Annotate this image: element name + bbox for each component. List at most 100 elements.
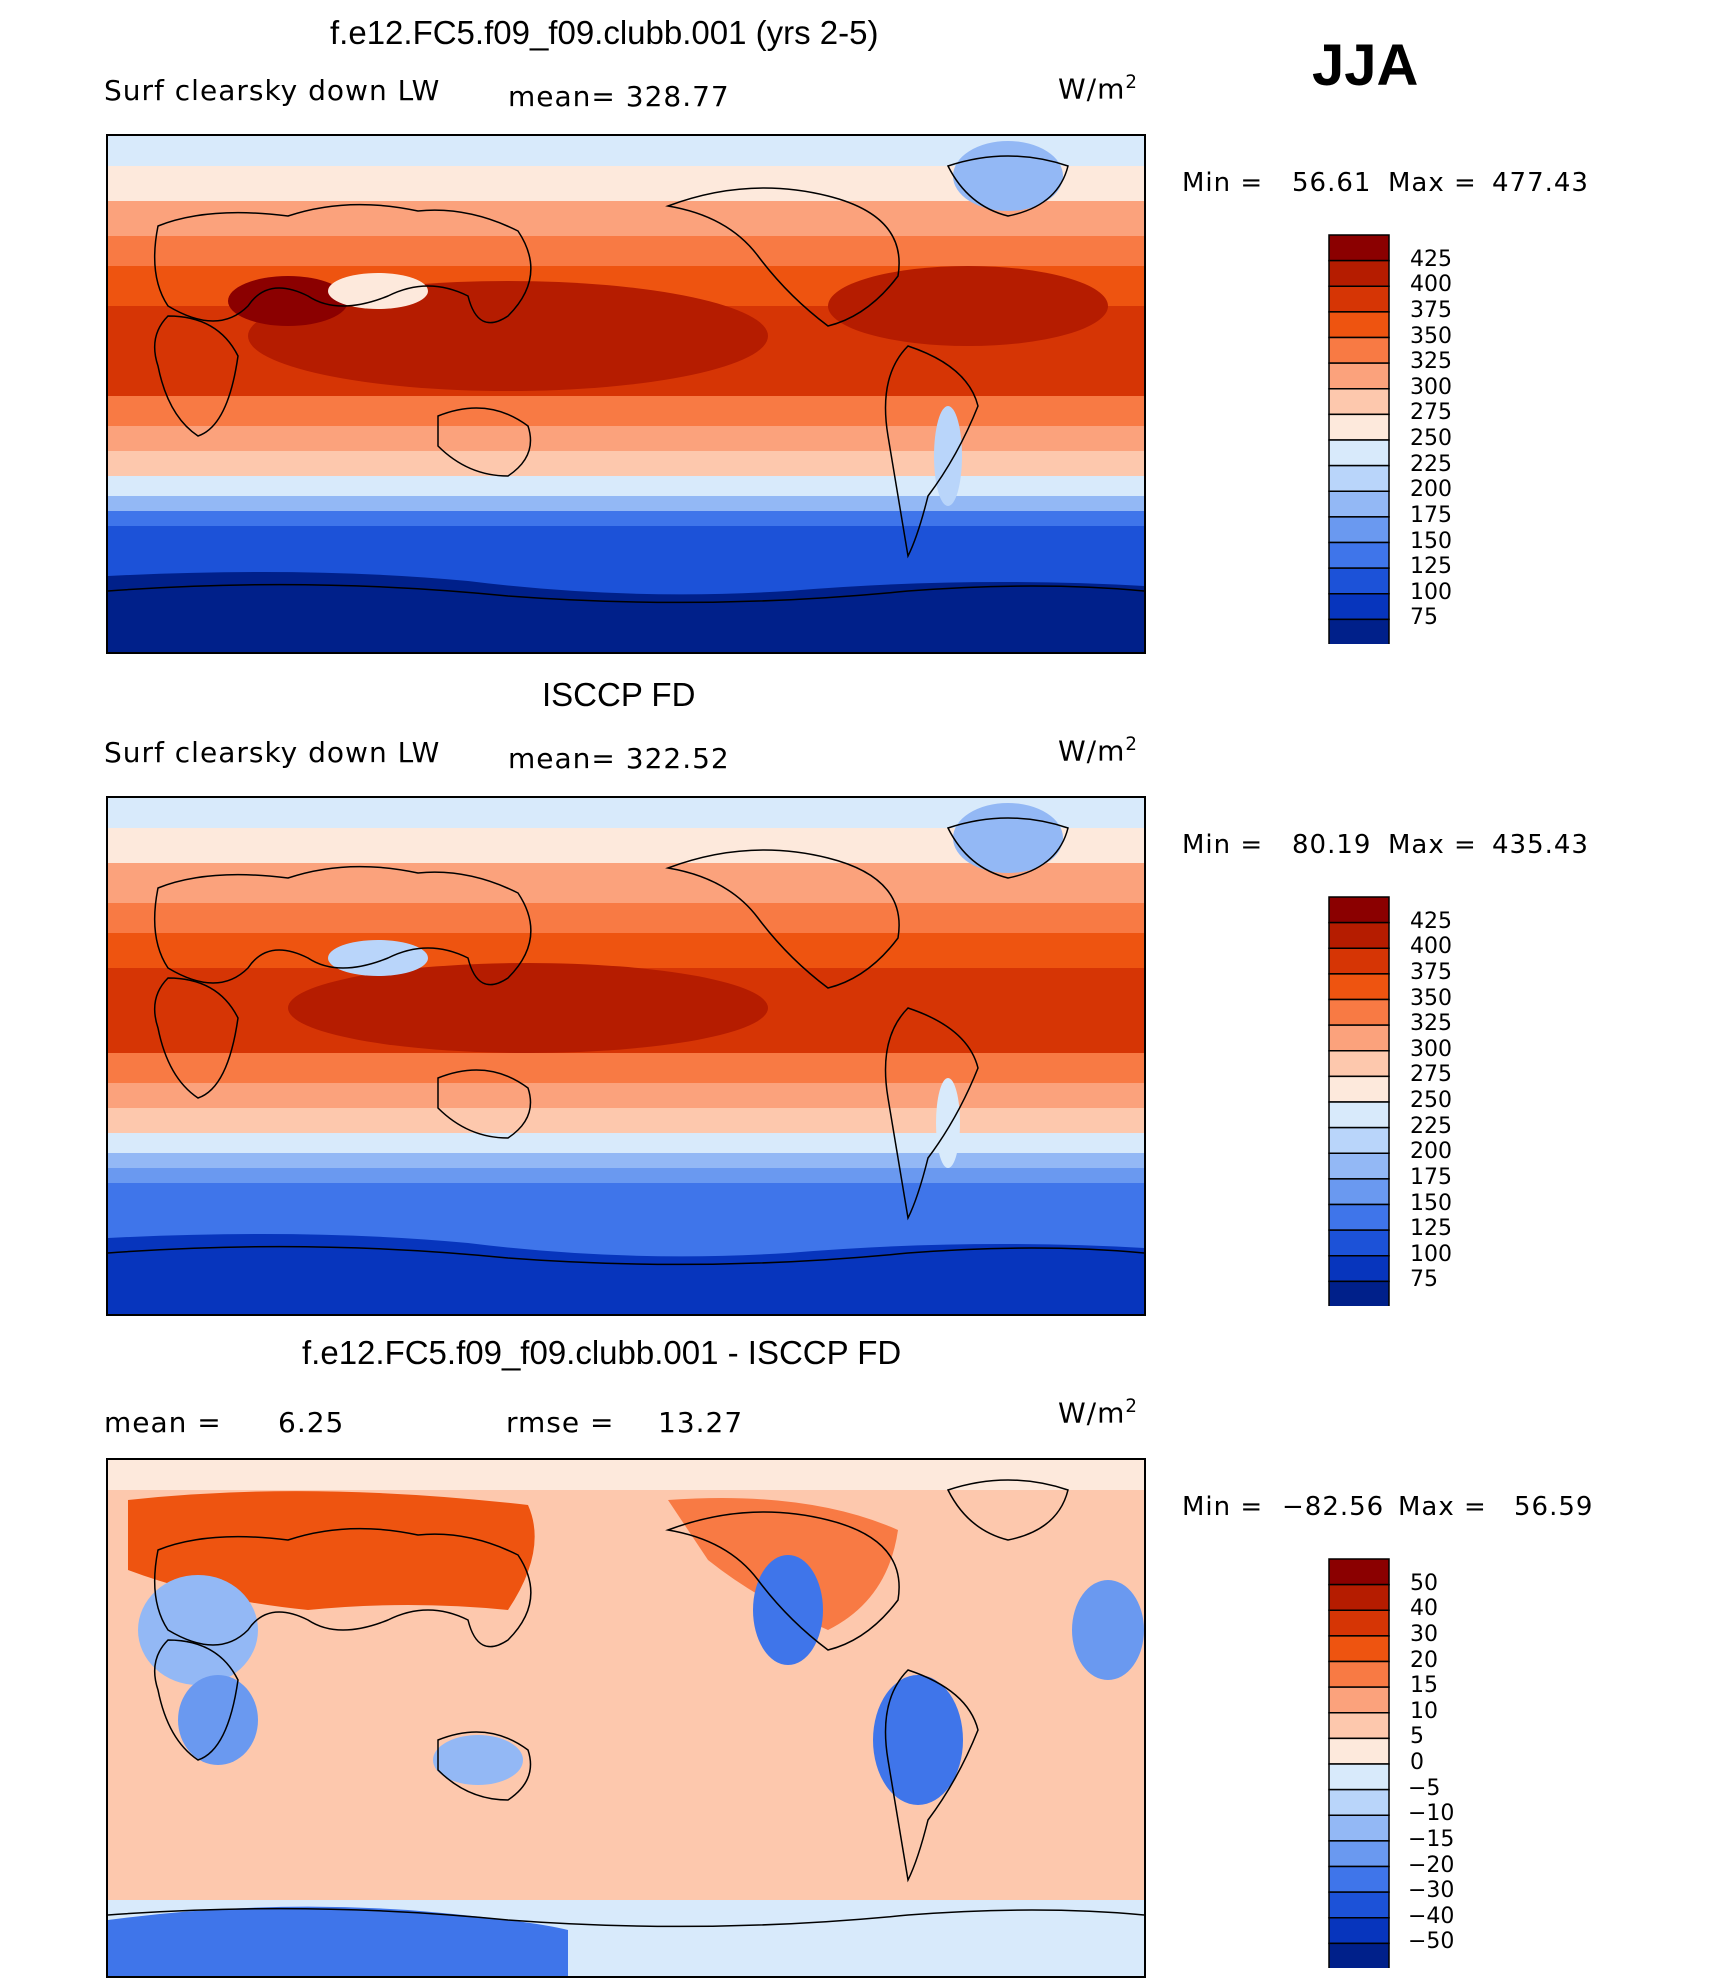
- colorbar-swatch: [1328, 516, 1390, 544]
- colorbar-tick-label: 250: [1410, 426, 1452, 451]
- colorbar-swatch: [1328, 413, 1390, 441]
- panel-1-max-value: 477.43: [1492, 168, 1589, 198]
- coastline: [884, 345, 979, 559]
- colorbar-tick-label: 325: [1410, 1011, 1452, 1037]
- colorbar-tick-label: 125: [1410, 1216, 1452, 1242]
- colorbar-swatch: [1328, 998, 1390, 1026]
- colorbar-tick-label: 225: [1410, 451, 1452, 477]
- colorbar-swatch: [1328, 439, 1390, 467]
- colorbar-swatch: [1328, 1178, 1390, 1206]
- tibet-cool-region: [328, 273, 428, 309]
- panel-1-colorbar: [1328, 234, 1390, 644]
- atlantic-cool-region: [1072, 1580, 1144, 1680]
- coastline: [437, 407, 532, 477]
- map-band: [108, 903, 1144, 933]
- colorbar-tick-label: 400: [1410, 272, 1452, 298]
- colorbar-tick-label: 15: [1410, 1673, 1438, 1699]
- colorbar-swatch: [1328, 1814, 1390, 1842]
- colorbar-tick-label: 0: [1410, 1750, 1424, 1775]
- colorbar-tick-label: 425: [1410, 246, 1452, 272]
- antarctica-region: [108, 572, 1144, 652]
- colorbar-swatch: [1328, 1101, 1390, 1129]
- colorbar-tick-label: 175: [1410, 502, 1452, 528]
- coastline: [884, 1669, 979, 1883]
- colorbar-tick-label: 400: [1410, 934, 1452, 960]
- panel-1-max-label: Max =: [1388, 168, 1477, 198]
- colorbar-tick-label: 100: [1410, 579, 1452, 605]
- colorbar-tick-label: 30: [1410, 1621, 1438, 1647]
- colorbar-tick-label: 350: [1410, 323, 1452, 349]
- panel-2-max-label: Max =: [1388, 830, 1477, 860]
- colorbar-swatch: [1328, 1203, 1390, 1231]
- colorbar-tick-label: 275: [1410, 1062, 1452, 1088]
- panel-2-min-value: 80.19: [1292, 830, 1372, 860]
- panel-3-units: W/m2: [1058, 1396, 1138, 1430]
- panel-1-map: [106, 134, 1146, 654]
- antarctica-region: [108, 1906, 568, 1976]
- panel-2-mean: mean= 322.52: [508, 742, 730, 775]
- colorbar-swatch: [1328, 1788, 1390, 1816]
- colorbar-swatch: [1328, 234, 1390, 262]
- pacific-cool-region: [753, 1555, 823, 1665]
- colorbar-swatch: [1328, 1737, 1390, 1765]
- africa-cool-region: [178, 1675, 258, 1765]
- tibet-cool-region: [328, 940, 428, 976]
- colorbar-tick-label: −15: [1408, 1826, 1455, 1852]
- panel-1-title: f.e12.FC5.f09_f09.clubb.001 (yrs 2-5): [330, 14, 879, 51]
- colorbar-swatch: [1328, 947, 1390, 975]
- colorbar-tick-label: 425: [1410, 908, 1452, 934]
- map-band: [108, 451, 1144, 476]
- panel-3-map: [106, 1458, 1146, 1978]
- colorbar-tick-label: 5: [1410, 1724, 1424, 1750]
- panel-2-units: W/m2: [1058, 734, 1138, 768]
- panel-2-map: [106, 796, 1146, 1316]
- colorbar-tick-label: 20: [1410, 1647, 1438, 1673]
- map-band: [108, 1108, 1144, 1133]
- map-band: [108, 933, 1144, 968]
- map-band: [108, 1168, 1144, 1183]
- coastline: [665, 849, 900, 989]
- colorbar-swatch: [1328, 362, 1390, 390]
- colorbar-swatch: [1328, 1152, 1390, 1180]
- colorbar-tick-label: 150: [1410, 1190, 1452, 1216]
- colorbar-swatch: [1328, 259, 1390, 287]
- colorbar-swatch: [1328, 1712, 1390, 1740]
- colorbar-swatch: [1328, 1126, 1390, 1154]
- colorbar-tick-label: 150: [1410, 528, 1452, 554]
- map-band: [108, 1083, 1144, 1108]
- panel-2-colorbar: [1328, 896, 1390, 1306]
- colorbar-tick-label: 300: [1410, 374, 1452, 400]
- colorbar-swatch: [1328, 388, 1390, 416]
- colorbar-swatch: [1328, 464, 1390, 492]
- andes-cool-region: [934, 406, 962, 506]
- colorbar-swatch: [1328, 973, 1390, 1001]
- colorbar-swatch: [1328, 1075, 1390, 1103]
- panel-1-min-label: Min =: [1182, 168, 1264, 198]
- colorbar-swatch: [1328, 311, 1390, 339]
- colorbar-tick-label: 75: [1410, 1267, 1438, 1293]
- colorbar-tick-label: 10: [1410, 1698, 1438, 1724]
- colorbar-swatch: [1328, 1686, 1390, 1714]
- panel-2-title: ISCCP FD: [542, 676, 696, 713]
- colorbar-tick-label: 250: [1410, 1088, 1452, 1113]
- warm-pool-region: [288, 963, 768, 1053]
- colorbar-swatch: [1328, 1865, 1390, 1893]
- coastline: [108, 1245, 1144, 1266]
- colorbar-swatch: [1328, 1609, 1390, 1637]
- eurasia-warm-region: [128, 1491, 535, 1610]
- colorbar-tick-label: 300: [1410, 1036, 1452, 1062]
- colorbar-tick-label: 200: [1410, 477, 1452, 503]
- antarctica-region: [108, 1234, 1144, 1314]
- colorbar-swatch: [1328, 921, 1390, 949]
- coastline: [153, 203, 532, 324]
- colorbar-tick-label: 100: [1410, 1241, 1452, 1267]
- coastline: [946, 817, 1069, 879]
- panel-1-units: W/m2: [1058, 72, 1138, 106]
- coastline: [153, 865, 532, 986]
- coastline: [665, 187, 900, 327]
- colorbar-tick-label: −5: [1408, 1775, 1441, 1801]
- colorbar-swatch: [1328, 1024, 1390, 1052]
- colorbar-swatch: [1328, 1917, 1390, 1945]
- colorbar-swatch: [1328, 1558, 1390, 1586]
- map-band: [108, 1153, 1144, 1168]
